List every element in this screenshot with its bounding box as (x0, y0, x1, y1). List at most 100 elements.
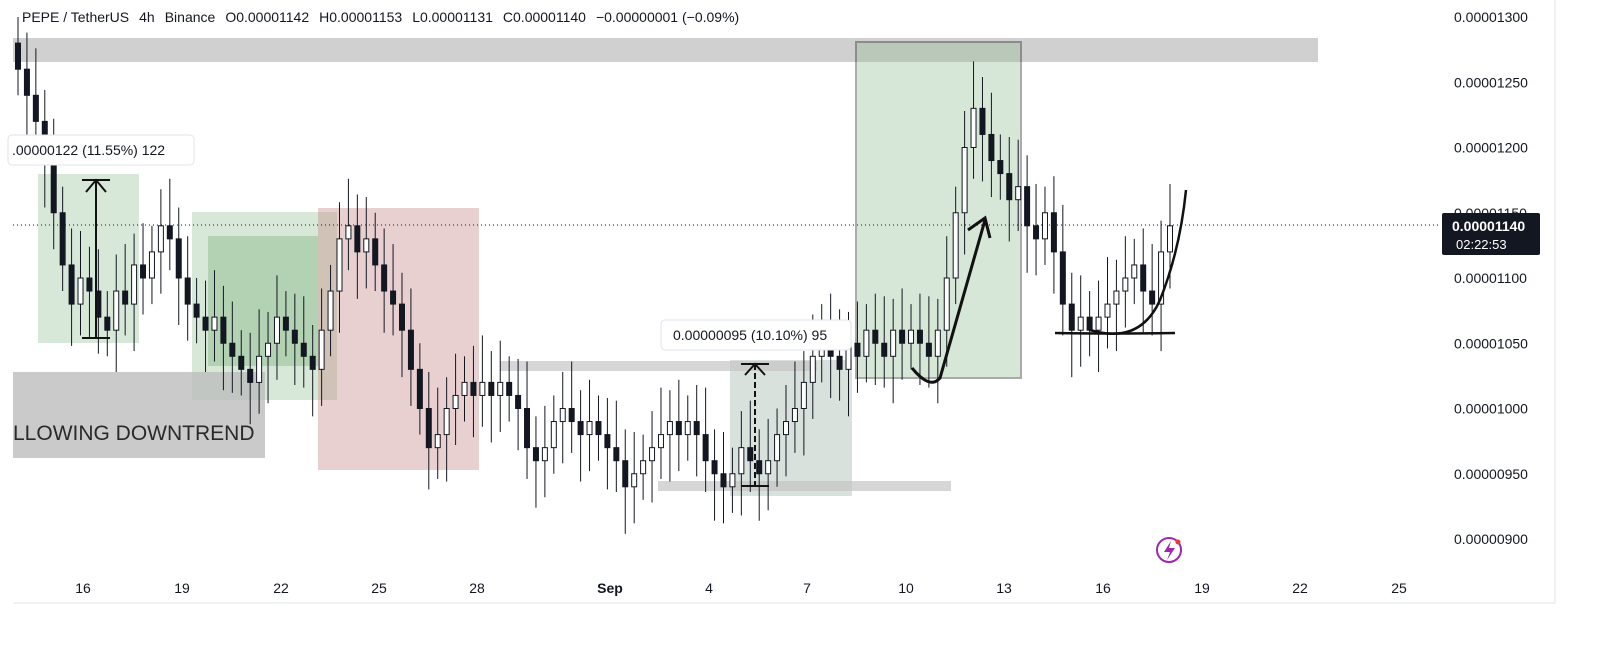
candle-up (497, 381, 504, 396)
candle-up (131, 264, 138, 305)
candle-up (443, 408, 450, 436)
interval-label[interactable]: 4h (139, 9, 155, 25)
candle-up (1131, 264, 1138, 279)
candle-down (506, 381, 513, 396)
candle-down (1006, 173, 1013, 201)
candle-down (568, 408, 575, 423)
time-tick-label: 16 (1095, 580, 1111, 596)
candle-up (586, 421, 593, 436)
time-tick-label: 19 (174, 580, 190, 596)
distribution-zone[interactable] (318, 208, 479, 470)
candle-up (952, 212, 959, 279)
candle-down (291, 329, 298, 344)
rounded-bottom-drawing[interactable] (1054, 189, 1188, 335)
candle-down (372, 238, 379, 266)
candle-up (256, 355, 263, 383)
rally-zone[interactable] (855, 41, 1022, 379)
lightning-icon[interactable] (1156, 537, 1182, 563)
candle-up (336, 238, 343, 292)
candle-down (399, 303, 405, 331)
measure-arrow-1[interactable] (82, 178, 110, 339)
candle-up (77, 277, 84, 305)
resistance-zone[interactable] (13, 38, 1318, 62)
time-tick-label: 10 (898, 580, 914, 596)
candle-down (309, 355, 316, 370)
candle-down (282, 316, 289, 331)
drawn-trend-arrow[interactable] (910, 215, 992, 384)
candle-up (1158, 251, 1165, 305)
price-tick-label: 0.00001050 (1454, 335, 1528, 351)
candle-up (550, 421, 557, 449)
candle-down (899, 329, 906, 344)
price-tick-label: 0.00001200 (1454, 140, 1528, 156)
candle-down (872, 329, 879, 344)
measure-arrow-2[interactable] (741, 362, 769, 487)
candle-down (59, 212, 66, 266)
candle-down (1024, 186, 1031, 227)
candle-up (559, 408, 566, 423)
symbol-label[interactable]: PEPE / TetherUS (22, 9, 130, 25)
candle-up (345, 225, 352, 240)
breakout-zone[interactable] (730, 360, 852, 496)
candle-down (50, 160, 57, 214)
candle-up (1015, 186, 1022, 201)
current-price-value: 0.00001140 (1452, 218, 1525, 234)
candle-up (273, 316, 280, 344)
candle-up (970, 107, 977, 148)
candle-down (425, 408, 432, 449)
candle-down (175, 238, 182, 279)
candle-down (854, 342, 861, 357)
candle-up (1077, 316, 1084, 331)
candle-up (934, 329, 941, 357)
change-value: −0.00000001 (−0.09%) (595, 9, 740, 25)
candle-up (1113, 290, 1120, 305)
candle-down (988, 133, 995, 162)
candle-up (211, 316, 218, 331)
candle-down (1149, 290, 1156, 305)
candle-up (783, 421, 789, 436)
candle-up (809, 355, 816, 383)
candle-down (997, 160, 1004, 175)
candle-up (961, 147, 968, 214)
candle-down (193, 303, 200, 318)
low-value: L0.00001131 (412, 9, 493, 25)
candle-down (68, 264, 75, 305)
candle-down (1068, 303, 1075, 331)
candle-down (925, 342, 932, 357)
downtrend-label: LLOWING DOWNTREND (13, 422, 255, 445)
candle-down (381, 264, 388, 292)
candle-up (452, 394, 459, 410)
candle-up (479, 381, 486, 396)
candle-down (532, 447, 539, 462)
candle-up (800, 381, 807, 409)
candle-up (1167, 225, 1173, 253)
price-tick-label: 0.00001100 (1454, 270, 1527, 286)
measure-label-2-box (660, 319, 852, 351)
candle-down (515, 394, 522, 410)
accumulation-inner-zone[interactable] (208, 236, 318, 366)
downtrend-label-box (13, 372, 265, 458)
open-value: O0.00001142 (225, 9, 310, 25)
candle-up (729, 473, 736, 488)
price-tick-label: 0.00001250 (1454, 74, 1528, 90)
candle-up (541, 447, 548, 462)
candle-up (113, 290, 120, 331)
time-tick-label: 25 (371, 580, 387, 596)
price-axis[interactable]: 0.000013000.000012500.000012000.00001150… (1454, 9, 1528, 547)
time-axis[interactable]: 16 19 22 25 28 Sep 4 7 10 13 16 19 22 25 (75, 580, 1407, 596)
measure-label-2: 0.00000095 (10.10%) 95 (673, 327, 827, 343)
candle-down (247, 368, 254, 383)
candle-down (693, 421, 700, 436)
candle-up (265, 342, 272, 357)
price-tick-label: 0.00001300 (1454, 9, 1528, 25)
candle-up (863, 329, 870, 357)
candle-down (122, 290, 129, 305)
candle-down (720, 473, 727, 488)
candle-down (166, 225, 173, 240)
exchange-label: Binance (164, 9, 216, 25)
candle-down (15, 42, 21, 70)
candle-down (140, 264, 147, 279)
candle-down (702, 434, 709, 462)
